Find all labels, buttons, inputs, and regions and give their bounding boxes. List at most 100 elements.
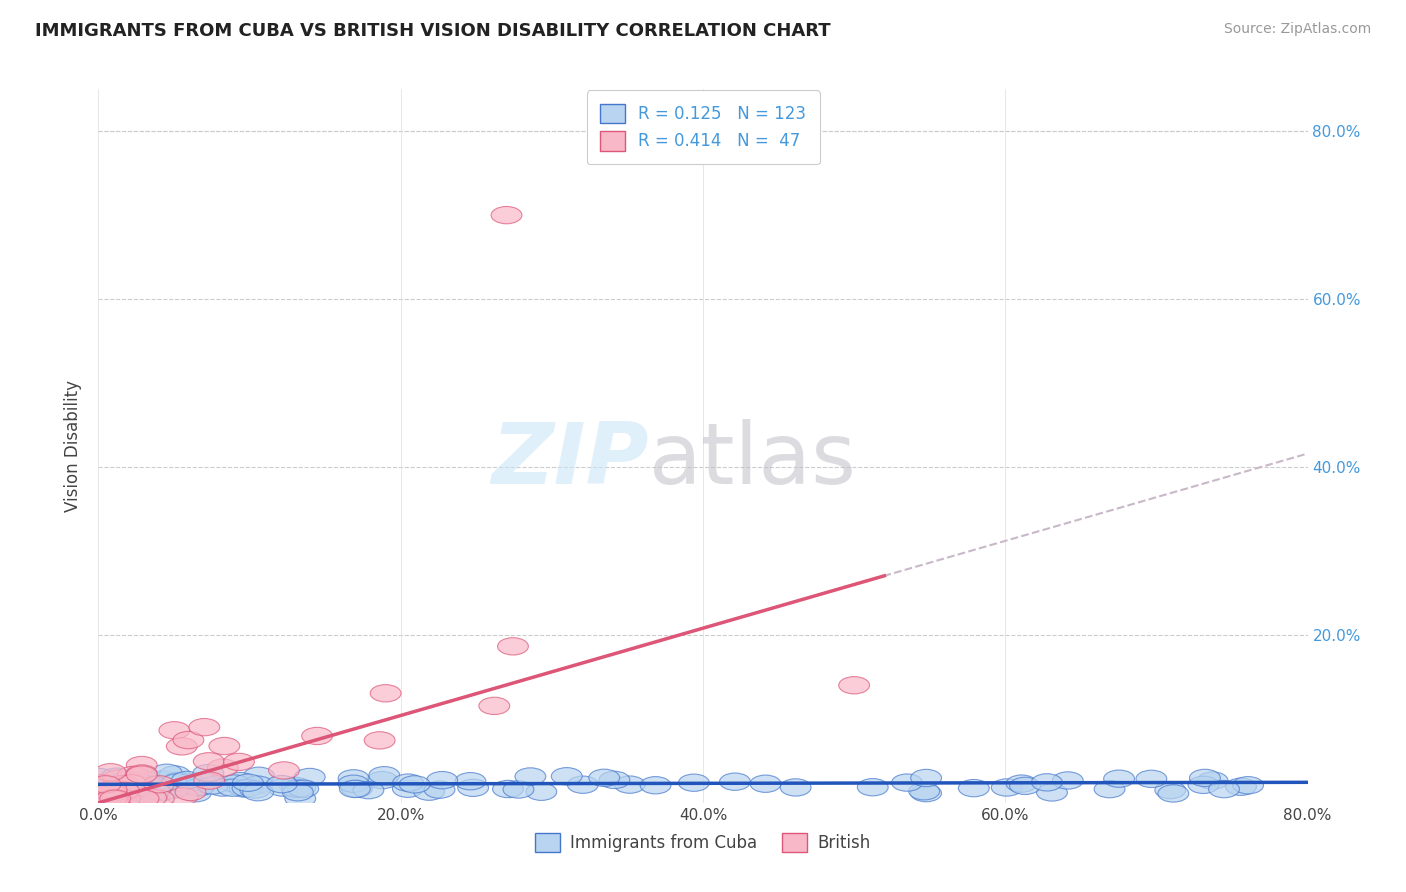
Text: IMMIGRANTS FROM CUBA VS BRITISH VISION DISABILITY CORRELATION CHART: IMMIGRANTS FROM CUBA VS BRITISH VISION D… [35, 22, 831, 40]
Ellipse shape [991, 779, 1022, 797]
Ellipse shape [89, 774, 120, 792]
Ellipse shape [281, 780, 312, 797]
Text: ZIP: ZIP [491, 418, 648, 502]
Ellipse shape [86, 777, 117, 794]
Ellipse shape [1094, 780, 1125, 797]
Ellipse shape [207, 779, 238, 797]
Ellipse shape [101, 768, 132, 785]
Ellipse shape [183, 779, 214, 796]
Ellipse shape [364, 731, 395, 749]
Ellipse shape [908, 782, 939, 800]
Ellipse shape [124, 780, 155, 797]
Ellipse shape [267, 775, 297, 793]
Ellipse shape [111, 780, 142, 798]
Ellipse shape [162, 773, 193, 791]
Ellipse shape [100, 790, 131, 807]
Ellipse shape [224, 753, 254, 771]
Ellipse shape [120, 775, 150, 793]
Ellipse shape [127, 756, 157, 773]
Ellipse shape [105, 772, 136, 789]
Ellipse shape [157, 780, 188, 798]
Ellipse shape [219, 775, 250, 792]
Ellipse shape [858, 779, 889, 796]
Ellipse shape [90, 782, 121, 799]
Ellipse shape [188, 718, 219, 736]
Ellipse shape [491, 206, 522, 224]
Ellipse shape [96, 781, 127, 798]
Ellipse shape [162, 772, 193, 789]
Ellipse shape [125, 779, 156, 797]
Ellipse shape [129, 786, 160, 803]
Ellipse shape [180, 785, 211, 802]
Ellipse shape [98, 787, 129, 805]
Ellipse shape [589, 769, 620, 787]
Ellipse shape [96, 778, 127, 796]
Ellipse shape [124, 780, 155, 797]
Ellipse shape [1032, 773, 1063, 791]
Ellipse shape [1189, 769, 1220, 787]
Ellipse shape [751, 775, 780, 792]
Ellipse shape [111, 772, 142, 789]
Ellipse shape [243, 783, 274, 801]
Ellipse shape [492, 780, 523, 797]
Ellipse shape [121, 772, 152, 789]
Ellipse shape [342, 780, 373, 797]
Y-axis label: Vision Disability: Vision Disability [65, 380, 83, 512]
Ellipse shape [166, 772, 197, 789]
Ellipse shape [368, 766, 399, 784]
Ellipse shape [127, 766, 157, 783]
Ellipse shape [197, 777, 228, 794]
Ellipse shape [138, 779, 169, 796]
Ellipse shape [110, 790, 141, 807]
Ellipse shape [959, 780, 990, 797]
Ellipse shape [115, 774, 146, 792]
Ellipse shape [240, 780, 270, 798]
Ellipse shape [96, 784, 127, 802]
Ellipse shape [166, 738, 197, 755]
Ellipse shape [285, 779, 316, 797]
Ellipse shape [1209, 780, 1240, 797]
Ellipse shape [139, 783, 170, 800]
Ellipse shape [280, 777, 311, 795]
Ellipse shape [118, 766, 148, 784]
Ellipse shape [780, 779, 811, 796]
Ellipse shape [94, 779, 125, 796]
Ellipse shape [285, 790, 316, 807]
Ellipse shape [232, 774, 263, 791]
Ellipse shape [229, 780, 260, 797]
Ellipse shape [91, 790, 122, 807]
Ellipse shape [128, 790, 159, 807]
Text: atlas: atlas [648, 418, 856, 502]
Ellipse shape [209, 738, 240, 755]
Text: Source: ZipAtlas.com: Source: ZipAtlas.com [1223, 22, 1371, 37]
Ellipse shape [679, 774, 709, 791]
Ellipse shape [399, 776, 430, 793]
Ellipse shape [353, 781, 384, 799]
Ellipse shape [118, 783, 149, 800]
Ellipse shape [148, 771, 179, 788]
Ellipse shape [166, 779, 197, 796]
Ellipse shape [103, 790, 134, 807]
Ellipse shape [97, 774, 128, 791]
Ellipse shape [208, 759, 238, 776]
Ellipse shape [159, 766, 190, 783]
Ellipse shape [100, 784, 131, 801]
Ellipse shape [160, 773, 191, 791]
Ellipse shape [134, 780, 165, 797]
Ellipse shape [458, 779, 488, 797]
Ellipse shape [87, 790, 118, 807]
Ellipse shape [498, 638, 529, 655]
Ellipse shape [1136, 770, 1167, 788]
Ellipse shape [1233, 777, 1264, 794]
Ellipse shape [108, 782, 139, 799]
Ellipse shape [911, 769, 942, 787]
Ellipse shape [127, 764, 157, 782]
Ellipse shape [121, 780, 152, 797]
Ellipse shape [84, 769, 115, 786]
Ellipse shape [84, 775, 115, 792]
Ellipse shape [243, 767, 274, 784]
Ellipse shape [294, 768, 325, 786]
Ellipse shape [128, 771, 159, 788]
Ellipse shape [104, 785, 135, 803]
Ellipse shape [176, 783, 205, 801]
